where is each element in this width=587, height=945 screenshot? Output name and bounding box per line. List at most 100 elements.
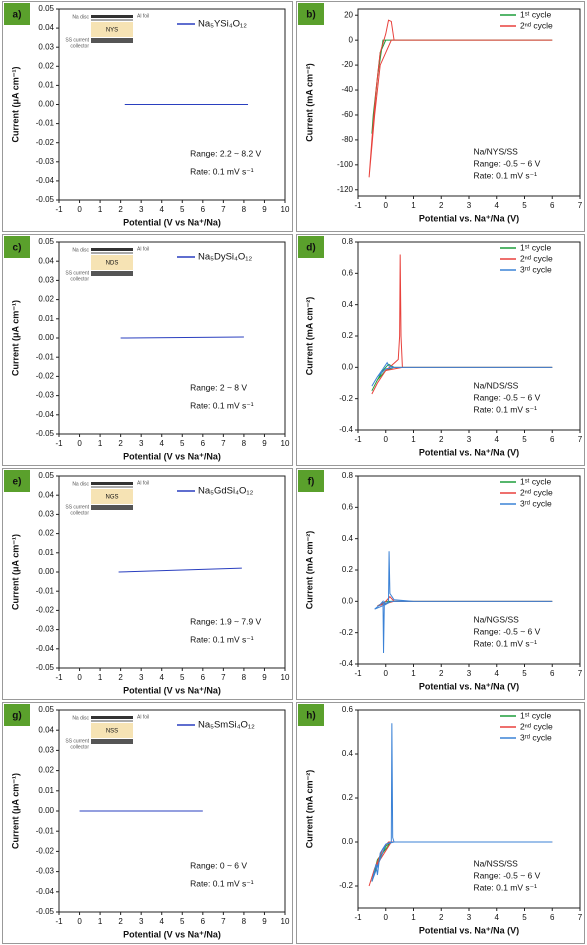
x-tick-label: 2 — [439, 435, 444, 444]
inset-bottom-label: SS current — [65, 37, 89, 43]
x-tick-label: 4 — [495, 669, 500, 678]
panel-frame — [296, 234, 585, 466]
x-tick-label: 6 — [201, 439, 206, 448]
y-tick-label: -0.4 — [339, 425, 353, 434]
y-tick-label: -0.01 — [36, 119, 55, 128]
y-tick-label: 0.04 — [38, 725, 54, 734]
inset-ss — [91, 739, 133, 744]
inset-ss — [91, 38, 133, 43]
plot-frame — [357, 8, 581, 197]
y-tick-label: -0.05 — [36, 429, 55, 438]
y-tick-label: 0.03 — [38, 42, 54, 51]
inset-electrolyte — [91, 723, 133, 738]
x-tick-label: 3 — [467, 435, 472, 444]
inset-electrolyte — [91, 489, 133, 504]
inset-ss — [91, 271, 133, 276]
annotation: Range: -0.5 ~ 6 V — [473, 870, 540, 880]
x-axis-label: Potential vs. Na⁺/Na (V) — [419, 213, 519, 223]
plot-area — [371, 254, 553, 395]
y-tick-label: 0.02 — [38, 61, 54, 70]
x-tick-label: 0 — [384, 913, 389, 922]
y-tick-label: -40 — [341, 85, 353, 94]
y-tick-label: -0.02 — [36, 847, 55, 856]
panel-frame — [2, 1, 293, 232]
inset-material: NGS — [105, 495, 118, 501]
y-tick-label: 0.03 — [38, 746, 54, 755]
panel-frame — [2, 468, 293, 700]
y-tick-label: 0.4 — [342, 534, 354, 543]
x-tick-label: -1 — [55, 917, 63, 926]
data-line — [374, 551, 553, 654]
inset-electrolyte — [91, 255, 133, 270]
panel-frame — [296, 1, 585, 232]
y-axis-label: Current (mA cm⁻²) — [304, 297, 314, 375]
plot-area — [368, 19, 553, 178]
x-axis-label: Potential vs. Na⁺/Na (V) — [419, 681, 519, 691]
y-tick-label: -0.05 — [36, 195, 55, 204]
inset-right-label: Al foil — [137, 480, 149, 486]
y-tick-label: -0.4 — [339, 659, 353, 668]
x-tick-label: 10 — [281, 917, 290, 926]
panel-label: h) — [306, 711, 315, 722]
legend-label: Na₅DySi₄O₁₂ — [198, 252, 253, 263]
y-axis-label: Current (mA cm⁻²) — [304, 531, 314, 609]
y-tick-label: 0.2 — [342, 793, 354, 802]
x-tick-label: 0 — [77, 917, 82, 926]
x-tick-label: 5 — [522, 435, 527, 444]
x-tick-label: 0 — [77, 673, 82, 682]
inset-top-label: Na disc — [72, 481, 89, 487]
y-tick-label: 0.00 — [38, 806, 54, 815]
legend-label: Na₅YSi₄O₁₂ — [198, 19, 247, 30]
x-tick-label: 4 — [495, 201, 500, 210]
x-tick-label: 5 — [180, 439, 185, 448]
legend-label: 1ˢᵗ cycle — [520, 710, 551, 720]
annotation: Rate: 0.1 mV s⁻¹ — [473, 170, 537, 180]
x-tick-label: 2 — [118, 439, 123, 448]
x-tick-label: 7 — [221, 205, 226, 214]
annotation: Range: -0.5 ~ 6 V — [473, 626, 540, 636]
inset-bottom-label: SS current — [65, 504, 89, 510]
panel-label: a) — [13, 10, 22, 21]
y-tick-label: 0.02 — [38, 529, 54, 538]
x-tick-label: 4 — [160, 205, 165, 214]
data-line — [371, 39, 553, 134]
y-tick-label: -120 — [337, 185, 354, 194]
x-tick-label: -1 — [354, 435, 362, 444]
panel-label: f) — [308, 477, 315, 488]
legend-label: 3ʳᵈ cycle — [520, 264, 552, 274]
annotation: Rate: 0.1 mV s⁻¹ — [473, 404, 537, 414]
annotation: Rate: 0.1 mV s⁻¹ — [190, 166, 254, 176]
inset-right-label: Al foil — [137, 13, 149, 19]
x-tick-label: 6 — [201, 673, 206, 682]
x-tick-label: 6 — [201, 205, 206, 214]
x-tick-label: 3 — [467, 669, 472, 678]
y-tick-label: -60 — [341, 110, 353, 119]
legend-label: 3ʳᵈ cycle — [520, 732, 552, 742]
x-tick-label: 1 — [411, 201, 416, 210]
x-tick-label: 1 — [98, 205, 103, 214]
inset-al-foil — [91, 486, 133, 488]
x-tick-label: 7 — [578, 669, 583, 678]
x-tick-label: 6 — [550, 669, 555, 678]
x-axis-label: Potential vs. Na⁺/Na (V) — [419, 447, 519, 457]
inset-bottom-label: collector — [70, 276, 89, 282]
y-tick-label: 0.4 — [342, 749, 354, 758]
x-tick-label: 1 — [411, 669, 416, 678]
data-line — [118, 567, 242, 573]
panel-label-box — [4, 3, 30, 25]
y-tick-label: 0.02 — [38, 766, 54, 775]
inset-na-disc — [91, 15, 133, 18]
inset-al-foil — [91, 720, 133, 722]
x-tick-label: -1 — [354, 201, 362, 210]
x-tick-label: 7 — [578, 435, 583, 444]
x-tick-label: 10 — [281, 673, 290, 682]
x-tick-label: 3 — [467, 913, 472, 922]
legend-label: 2ⁿᵈ cycle — [520, 20, 553, 30]
panel-label: b) — [306, 10, 315, 21]
y-tick-label: 0.02 — [38, 295, 54, 304]
y-tick-label: -80 — [341, 135, 353, 144]
x-tick-label: 4 — [495, 913, 500, 922]
x-tick-label: 9 — [262, 439, 267, 448]
y-tick-label: -100 — [337, 160, 354, 169]
x-tick-label: 2 — [118, 673, 123, 682]
